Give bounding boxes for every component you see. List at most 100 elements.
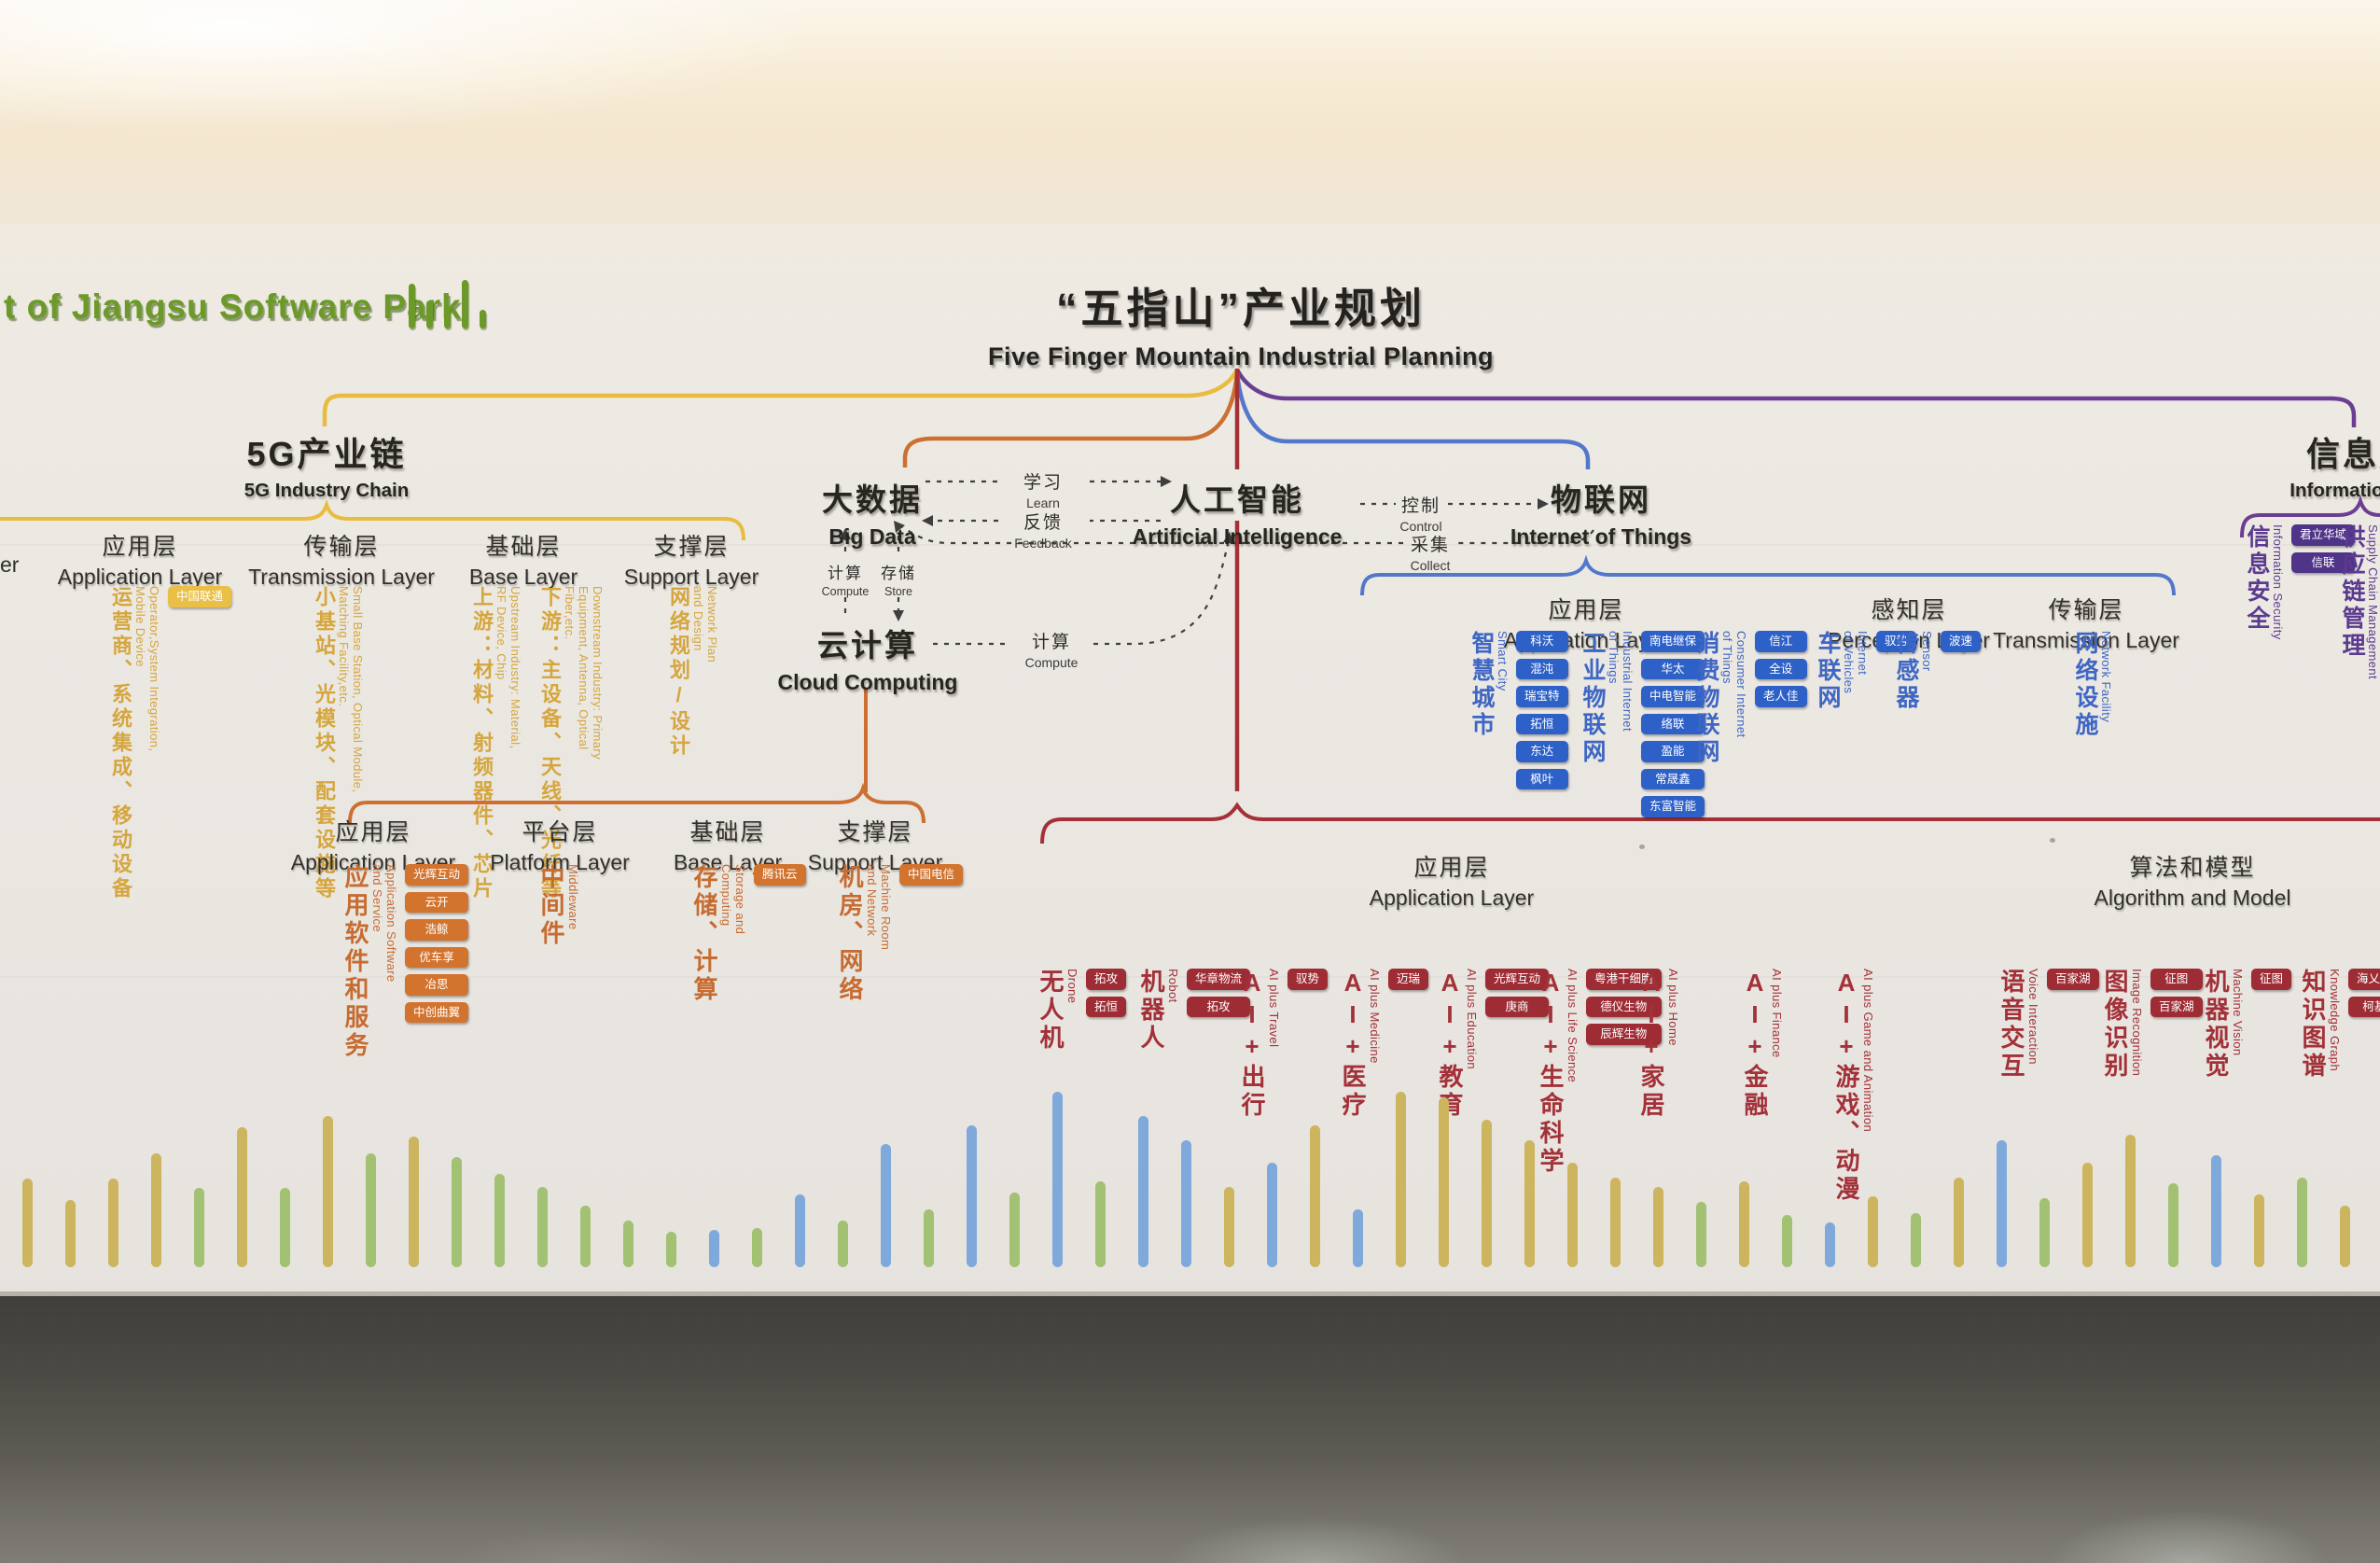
wall-panel (0, 224, 2380, 1297)
item-label-en: Robot (1166, 969, 1180, 1003)
equalizer-bar (108, 1179, 118, 1267)
item-label-cn: 语音交互 (1997, 969, 2025, 1081)
company-badge: 中国联通 (168, 586, 232, 607)
big-data-cn: 大数据 (822, 482, 923, 517)
column-heading-en: Platform Layer (490, 850, 630, 874)
company-badge: 海乂知 (2348, 969, 2380, 990)
item-label-cn: 信息安全 (2244, 524, 2270, 633)
item-label-cn: 下游：主设备、天线、光纤等 (538, 586, 562, 901)
badge-column: 征图 百家湖 (2150, 969, 2203, 1024)
company-badge: 征图 (2251, 969, 2292, 990)
equalizer-bar (1052, 1092, 1063, 1267)
company-badge: 粤港干细胞 (1586, 969, 1662, 990)
company-badge: 科沃 (1516, 631, 1568, 652)
control-en: Control (1399, 519, 1442, 534)
badge-column: 中国电信 (899, 864, 964, 892)
company-badge: 络联 (1641, 713, 1705, 734)
equalizer-bar (580, 1206, 591, 1267)
equalizer-bar (280, 1188, 290, 1267)
iot-app-cn: 应用层 (1548, 597, 1624, 623)
company-badge: 老人佳 (1755, 686, 1807, 707)
equalizer-bar (452, 1157, 462, 1267)
iot-trans-cn: 传输层 (2048, 597, 2124, 623)
item-label-cn: 车联网 (1815, 631, 1841, 712)
compute2-en: Compute (1024, 655, 1079, 670)
feedback-cn: 反馈 (1023, 513, 1064, 533)
column-heading-en: Transmission Layer (248, 565, 435, 589)
equalizer-bar (924, 1209, 934, 1267)
vertical-item: 工业物联网 Industrial Internet of Things 南电继保 华太中… (1580, 631, 1826, 824)
vertical-item: AI+医疗 AI plus Medicine 迈瑞 (1339, 969, 1467, 1120)
equalizer-bar (2254, 1194, 2264, 1267)
equalizer-bar (1696, 1202, 1706, 1267)
node-cloud: 云计算 Cloud Computing (778, 621, 958, 695)
vertical-item: 传感器 Sensor 波速 (1893, 631, 2027, 712)
item-label-en: Image Recognition (2130, 969, 2144, 1077)
vertical-item: 中间件 Middleware (537, 864, 629, 948)
item-label-cn: AI+教育 (1436, 969, 1464, 1120)
wall-speck (1639, 844, 1645, 849)
equalizer-bar (1524, 1140, 1535, 1267)
arrow-label-store: 存储 Store (881, 560, 916, 598)
column-heading-cn: 基础层 (485, 534, 562, 560)
sign-bar (409, 284, 415, 328)
company-badge: 腾讯云 (754, 864, 806, 886)
park-sign-text: t of Jiangsu Software Park (4, 287, 462, 326)
floor (0, 1296, 2380, 1563)
equalizer-bar (537, 1187, 548, 1267)
company-badge: 枫叶 (1516, 768, 1568, 789)
item-label-cn: 知识图谱 (2299, 969, 2327, 1081)
equalizer-bar (2168, 1183, 2178, 1267)
equalizer-bar (2125, 1135, 2136, 1267)
equalizer-bar (1353, 1209, 1363, 1267)
vertical-item: 上游：材料、射频器件、芯片 Upstream Industry: Material… (470, 586, 722, 901)
iot-trans-en: Transmission Layer (1993, 628, 2179, 652)
column-heading-cn: 平台层 (522, 819, 598, 845)
vertical-item: 车联网 Internet of Vehicles 驭势 (1815, 631, 1977, 712)
equalizer-bar (1267, 1163, 1277, 1267)
badge-column: 驭势 (1287, 969, 1329, 997)
vertical-item: 运营商、系统集成、移动设备 Operator,System Integration… (109, 586, 369, 901)
company-badge: 光辉互动 (1485, 969, 1550, 990)
equalizer-bar (1653, 1187, 1663, 1267)
company-badge: 东达 (1516, 741, 1568, 762)
arrow-label-control: 控制 Control (1399, 492, 1441, 534)
item-label-en: AI plus Medicine (1368, 969, 1382, 1064)
item-label-cn: 机器人 (1137, 969, 1165, 1053)
equalizer-bar (1739, 1181, 1749, 1267)
company-badge: 中电智能 (1641, 686, 1705, 707)
column-heading-cn: 基础层 (689, 819, 766, 845)
company-badge: 拓恒 (1516, 713, 1568, 734)
equalizer-bar (1138, 1116, 1148, 1267)
equalizer-bar (1911, 1213, 1921, 1267)
vertical-item: AI+教育 AI plus Education 光辉互动 庚商 (1436, 969, 1587, 1120)
heading-5g-chain: 5G产业链 5G Industry Chain (244, 427, 410, 502)
equalizer-bar (795, 1194, 805, 1267)
column-layer-heading: 基础层 Base Layer (469, 528, 578, 590)
company-badge: 盈能 (1641, 741, 1705, 762)
item-label-en: AI plus Home (1666, 969, 1680, 1046)
item-label-en: Internet of Vehicles (1842, 631, 1870, 694)
title-cn: “五指山”产业规划 (1055, 285, 1426, 332)
equalizer-bar (409, 1137, 419, 1267)
equalizer-bar (1009, 1193, 1020, 1267)
equalizer-bar (366, 1153, 376, 1267)
floor-reflection (1987, 1437, 2380, 1563)
item-label-cn: 传感器 (1893, 631, 1919, 712)
ai-algo-cn: 算法和模型 (2129, 855, 2256, 881)
badge-column: 君立华域 信联 (2291, 524, 2356, 579)
equalizer-bar (2340, 1206, 2350, 1267)
company-badge: 全设 (1755, 658, 1807, 679)
company-badge: 百家湖 (2150, 996, 2203, 1017)
item-label-en: Information Security (2271, 524, 2285, 640)
item-label-en: Industrial Internet of Things (1607, 631, 1635, 733)
collect-en: Collect (1410, 558, 1451, 573)
ai-cn: 人工智能 (1169, 482, 1304, 517)
badge-column: 粤港干细胞 德仪生物 辰辉生物 (1586, 969, 1662, 1052)
item-label-cn: 供应链管理 (2339, 524, 2365, 660)
vertical-item: 存储、计算 Storage and Computing 腾讯云 (690, 864, 869, 1004)
equalizer-bar (151, 1153, 161, 1267)
company-badge: 华太 (1641, 658, 1705, 679)
equalizer-bar (1610, 1178, 1621, 1267)
